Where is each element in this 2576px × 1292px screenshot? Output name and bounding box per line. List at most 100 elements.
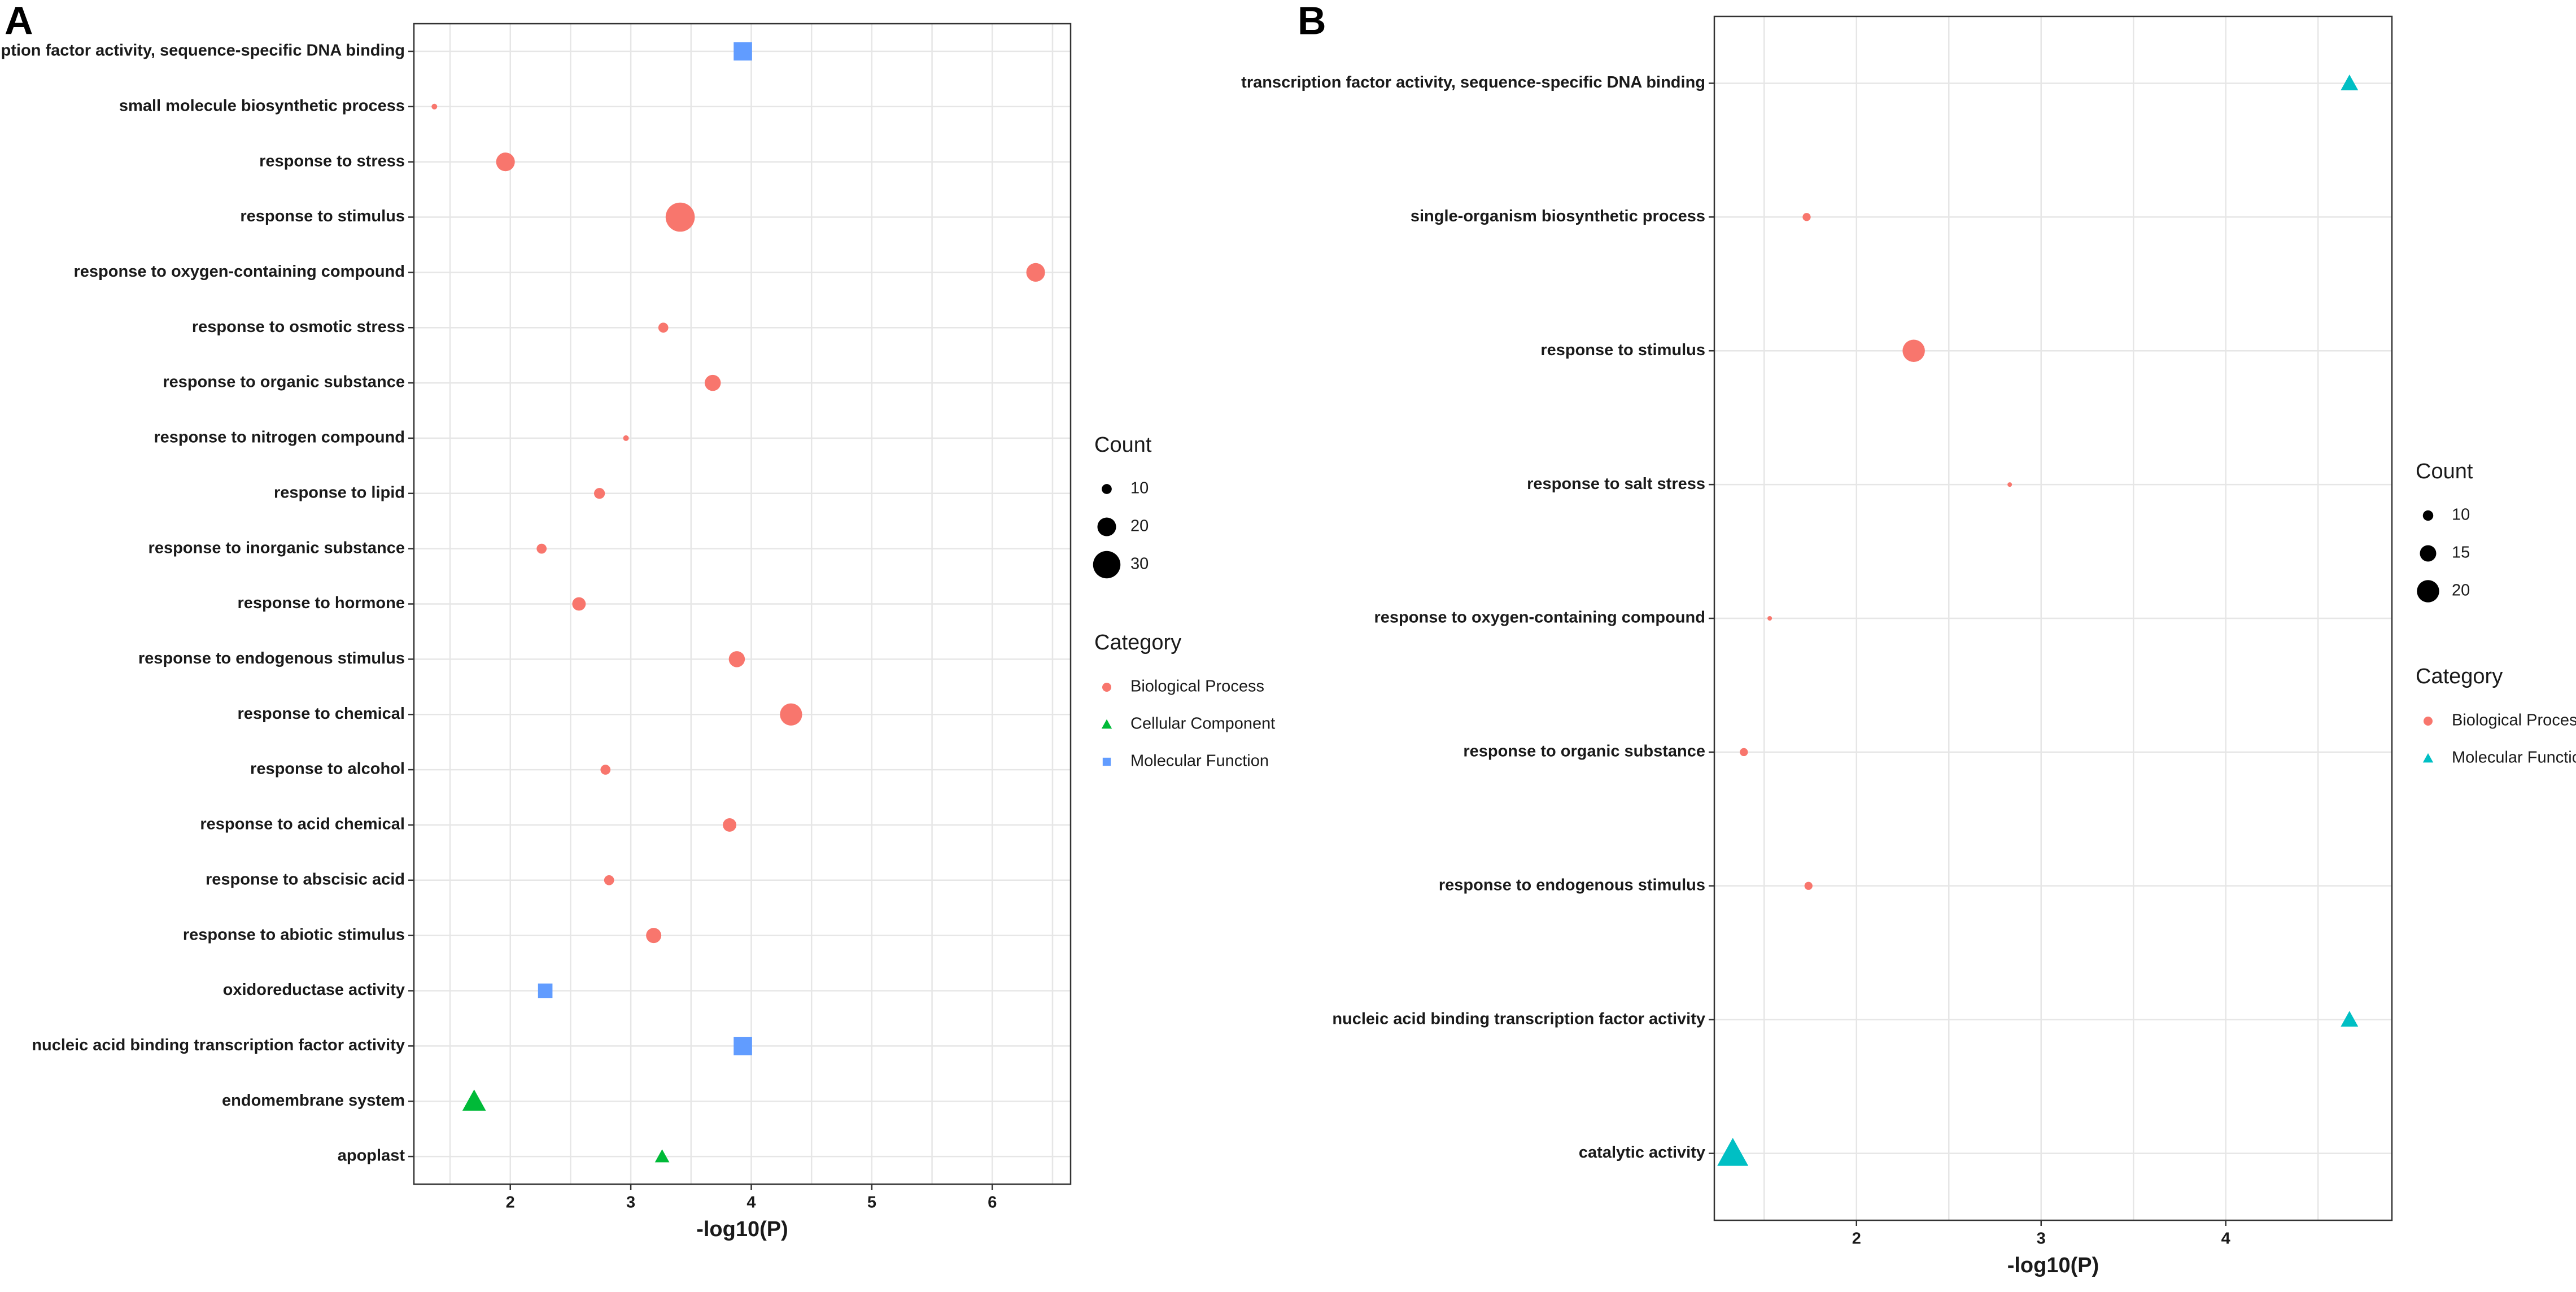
x-tick-label: 2 [1852,1230,1861,1248]
y-tick-label: response to chemical [237,705,405,723]
data-point [2341,74,2359,90]
size-legend-key [1097,517,1116,536]
y-tick-label: response to abiotic stimulus [183,926,405,944]
y-tick-label: response to salt stress [1527,475,1705,493]
x-tick-label: 4 [746,1194,756,1212]
y-tick-label: response to hormone [238,594,405,612]
category-legend-title: Category [1094,631,1181,654]
data-point [654,1149,670,1163]
panel-a: Atranscription factor activity, sequence… [0,0,1275,1241]
y-tick-label: small molecule biosynthetic process [119,97,405,115]
data-point [600,765,611,775]
category-legend-label: Biological Process [2452,712,2576,730]
data-point [2341,1011,2359,1027]
data-point [1740,748,1748,757]
y-tick-label: response to alcohol [250,760,405,778]
y-tick-label: response to abscisic acid [206,870,405,888]
x-tick-label: 4 [2221,1230,2230,1248]
data-point [623,435,629,441]
size-legend-title: Count [1094,433,1152,457]
x-tick-label: 3 [2037,1230,2046,1248]
y-tick-label: response to nitrogen compound [154,429,405,447]
data-point [1767,616,1772,621]
category-legend-key [1102,683,1111,692]
data-point [536,543,547,554]
y-tick-label: response to oxygen-containing compound [1374,609,1705,627]
x-axis-title: -log10(P) [696,1217,788,1241]
data-point [723,818,737,832]
data-point [572,597,586,611]
panel-label: B [1298,0,1326,42]
category-legend-key [1101,719,1112,729]
size-legend-label: 30 [1130,555,1149,573]
x-tick-label: 6 [988,1194,997,1212]
x-axis-title: -log10(P) [2007,1254,2099,1277]
x-tick-label: 5 [867,1194,876,1212]
category-legend-key [1102,757,1111,766]
size-legend-label: 10 [2452,506,2470,524]
y-tick-label: response to acid chemical [200,815,405,833]
x-tick-label: 2 [506,1194,515,1212]
y-tick-label: response to endogenous stimulus [1439,876,1705,894]
category-legend-title: Category [2416,665,2503,688]
y-tick-label: catalytic activity [1579,1143,1705,1162]
data-point [462,1089,486,1111]
data-point [733,42,752,61]
size-legend-key [2420,545,2437,562]
data-point [1802,213,1811,221]
data-point [658,322,669,333]
y-tick-label: response to oxygen-containing compound [74,263,405,281]
y-tick-label: response to stimulus [240,207,405,225]
category-legend-key [2422,753,2434,763]
category-legend-label: Molecular Function [1130,752,1269,770]
y-tick-label: single-organism biosynthetic process [1411,207,1705,225]
y-tick-label: oxidoreductase activity [223,981,405,999]
y-tick-label: response to endogenous stimulus [138,649,405,667]
data-point [704,374,721,391]
y-tick-label: nucleic acid binding transcription facto… [32,1036,405,1054]
data-point [594,488,605,499]
size-legend-label: 10 [1130,479,1149,497]
size-legend-label: 15 [2452,544,2470,562]
y-tick-label: response to stress [259,152,405,170]
y-tick-label: nucleic acid binding transcription facto… [1332,1010,1705,1028]
size-legend-key [1093,551,1121,579]
data-point [538,983,553,998]
size-legend-key [2417,580,2439,603]
y-tick-label: response to osmotic stress [192,318,405,336]
data-point [665,202,695,232]
size-legend-key [2422,510,2434,521]
data-point [1804,881,1813,890]
y-tick-label: response to lipid [274,483,405,501]
data-point [733,1037,752,1055]
data-point [2007,482,2012,487]
data-point [780,703,802,726]
category-legend-label: Molecular Function [2452,749,2576,767]
y-tick-label: response to inorganic substance [149,539,405,557]
data-point [604,875,614,885]
y-tick-label: response to organic substance [1463,743,1705,761]
size-legend-label: 20 [2452,582,2470,600]
data-point [646,928,662,944]
category-legend-label: Biological Process [1130,678,1264,696]
y-tick-label: transcription factor activity, sequence-… [1241,73,1705,91]
size-legend-label: 20 [1130,517,1149,535]
size-legend-title: Count [2416,460,2473,483]
data-point [496,152,515,172]
data-point [1902,339,1925,362]
y-tick-label: response to stimulus [1540,341,1705,359]
data-point [1717,1138,1749,1166]
data-point [1026,263,1045,282]
y-tick-label: endomembrane system [222,1092,405,1110]
size-legend-key [1102,484,1112,494]
y-tick-label: transcription factor activity, sequence-… [0,42,405,60]
category-legend-label: Cellular Component [1130,715,1275,733]
category-legend-key [2424,717,2433,726]
data-point [431,103,438,110]
y-tick-label: apoplast [338,1147,405,1165]
x-tick-label: 3 [626,1194,635,1212]
y-tick-label: response to organic substance [163,373,405,391]
data-point [728,651,745,667]
